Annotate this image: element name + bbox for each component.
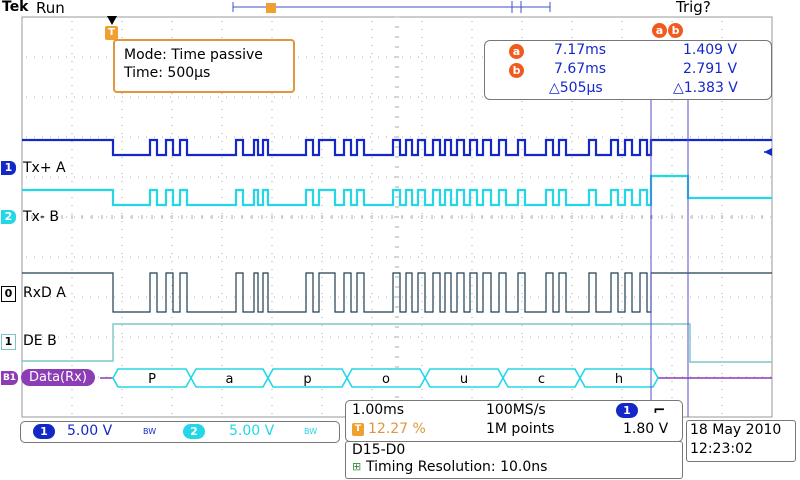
trigger-position[interactable]: 12.27 % [368,421,426,437]
ch1-scale-icon[interactable]: 1 [33,424,55,439]
brand-logo: Tek [2,0,29,15]
trigger-status: Trig? [676,0,711,16]
bus-decode-char: c [538,372,545,387]
ch1-label: Tx+ A [23,160,66,176]
d0-label: RxD A [23,285,66,301]
ch2-label: Tx- B [23,209,59,225]
ch1-marker[interactable]: 1 [1,161,16,175]
mode-info-box: Mode: Time passive Time: 500µs [113,39,295,93]
date-box: 18 May 2010 12:23:02 [686,420,796,462]
ch2-scale[interactable]: 5.00 V [229,423,275,439]
timeline-trigger-marker [266,3,276,13]
timebase[interactable]: 1.00ms [352,402,405,418]
digital-channels: D15-D0 [352,442,406,458]
channel-scale-bar: 1 5.00 V BW 2 5.00 V BW [20,421,340,443]
cursor-b-time: 7.67ms [554,61,607,77]
rxd-waveform [22,272,772,313]
digital-channels-icon: ⊞ [352,460,362,473]
trigger-position-icon: T [352,423,364,436]
graticule-grid [21,16,771,414]
run-state: Run [36,0,65,17]
cursor-readout-box: a 7.17ms 1.409 V b 7.67ms 2.791 V △505µs… [484,40,772,100]
cursor-b-chip[interactable]: b [668,23,683,38]
bus-decode-char: h [615,372,623,387]
date: 18 May 2010 [690,422,782,438]
acquisition-box: 1.00ms 100MS/s 1 ⌐ T 12.27 % 1M points 1… [345,400,683,442]
ch2-scale-icon[interactable]: 2 [183,424,205,439]
record-length[interactable]: 1M points [486,421,555,437]
bus-decode-char: p [303,372,311,387]
bus-decode-char: u [460,372,468,387]
d0-marker[interactable]: 0 [1,286,16,302]
mode-time: Time: 500µs [124,65,211,81]
d1-marker[interactable]: 1 [1,334,16,350]
d1-label: DE B [23,333,57,349]
trigger-t-marker: T [105,26,118,40]
record-timeline [232,1,551,13]
cursor-a-chip[interactable]: a [652,23,667,38]
sample-rate: 100MS/s [486,402,546,418]
trigger-position-arrow [107,16,117,25]
ch1-scale[interactable]: 5.00 V [67,423,113,439]
cursor-a-volt: 1.409 V [683,42,738,58]
cursor-a-time: 7.17ms [554,42,607,58]
trigger-level[interactable]: 1.80 V [623,421,669,437]
bus-decode-char: a [226,372,234,387]
timing-resolution: Timing Resolution: 10.0ns [366,459,548,475]
ch2-bw-icon: BW [304,427,318,436]
cursor-b-icon: b [509,63,524,78]
cursor-b-volt: 2.791 V [683,61,738,77]
timing-box: D15-D0 ⊞ Timing Resolution: 10.0ns [345,441,683,479]
cursor-delta-volt: △1.383 V [673,80,738,96]
time-of-day: 12:23:02 [690,441,753,457]
bus-label[interactable]: Data(Rx) [21,369,95,386]
ch2-waveform [22,174,772,207]
ch1-bw-icon: BW [143,427,157,436]
bus-marker[interactable]: B1 [1,371,18,385]
trigger-source-icon[interactable]: 1 [616,403,638,418]
mode-text: Mode: Time passive [124,47,263,63]
bus-segment [579,368,659,388]
cursor-a-icon: a [509,44,524,59]
ch1-waveform [22,138,772,157]
cursor-delta-time: △505µs [549,80,603,96]
trigger-slope-icon: ⌐ [653,401,666,419]
ch2-marker[interactable]: 2 [1,210,16,224]
de-waveform [22,323,772,363]
bus-decode-char: o [382,372,390,387]
bus-decode-char: P [148,372,156,387]
